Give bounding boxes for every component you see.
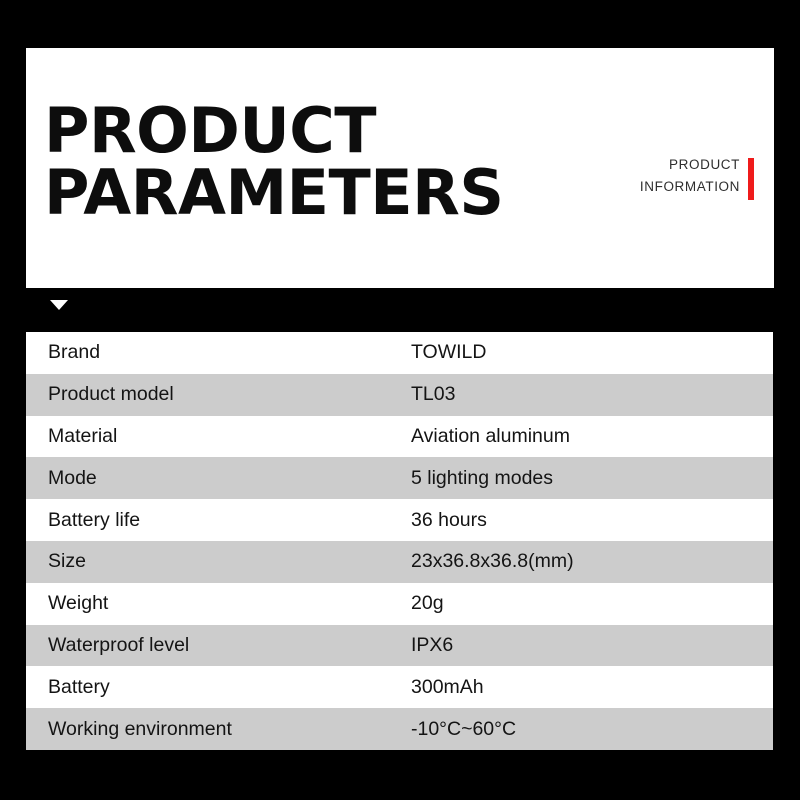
spec-value: 5 lighting modes (411, 466, 554, 489)
spec-label: Product model (48, 383, 174, 406)
table-row: Working environment -10°C~60°C (26, 708, 773, 750)
spec-label: Battery (48, 675, 110, 698)
spec-label: Battery life (48, 508, 141, 531)
table-row: Waterproof level IPX6 (26, 624, 773, 667)
header-side-label-line2: INFORMATION (639, 179, 740, 194)
spec-value: IPX6 (411, 633, 454, 656)
spec-value: -10°C~60°C (411, 717, 517, 740)
spec-label: Mode (48, 466, 97, 489)
spec-value: 300mAh (411, 675, 484, 698)
spec-label: Material (48, 424, 118, 447)
header-card: PRODUCT PARAMETERS PRODUCT INFORMATION (26, 48, 774, 288)
chevron-down-icon (50, 300, 68, 310)
header-side-label: PRODUCT INFORMATION (640, 154, 740, 198)
spec-value: 36 hours (411, 508, 487, 531)
spec-value: TOWILD (411, 341, 487, 364)
spec-value: TL03 (411, 383, 456, 406)
table-row: Material Aviation aluminum (26, 415, 773, 458)
table-row: Brand TOWILD (26, 332, 773, 374)
specification-table: Brand TOWILD Product model TL03 Material Avia… (26, 332, 773, 750)
spec-label: Brand (48, 341, 101, 364)
spec-label: Weight (48, 592, 109, 615)
spec-value: Aviation aluminum (411, 424, 570, 447)
table-row: Battery life 36 hours (26, 499, 773, 541)
table-row: Size 23x36.8x36.8(mm) (26, 540, 773, 583)
spec-value: 20g (411, 592, 444, 615)
accent-bar (748, 158, 754, 200)
table-row: Mode 5 lighting modes (26, 457, 773, 500)
spec-label: Size (48, 550, 86, 573)
spec-label: Waterproof level (48, 633, 190, 656)
page-title: PRODUCT PARAMETERS (44, 94, 504, 229)
table-row: Battery 300mAh (26, 666, 773, 709)
spec-label: Working environment (48, 717, 232, 740)
divider-band (0, 288, 800, 332)
header-side-label-line1: PRODUCT (669, 157, 740, 172)
spec-value: 23x36.8x36.8(mm) (411, 550, 574, 573)
table-row: Product model TL03 (26, 373, 773, 416)
table-row: Weight 20g (26, 582, 773, 625)
